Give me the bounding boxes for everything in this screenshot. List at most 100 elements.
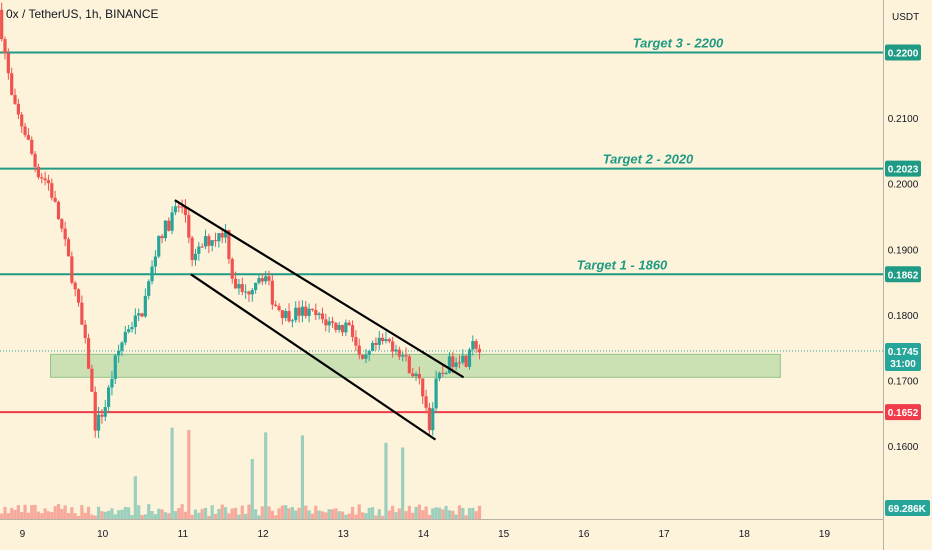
bar-countdown: 31:00	[890, 359, 916, 370]
volume-bar	[0, 513, 4, 519]
candle-body	[270, 280, 274, 305]
volume-bar	[96, 506, 101, 519]
candle-body	[143, 295, 147, 317]
volume-bar	[110, 508, 114, 519]
volume-bar	[193, 509, 198, 519]
volume-bar	[274, 515, 278, 519]
volume-bar	[310, 513, 315, 519]
volume-bar	[284, 505, 288, 519]
price-badge-label: 0.2200	[888, 48, 919, 59]
volume-bar	[163, 512, 168, 519]
candle-body	[314, 309, 318, 316]
candle-body	[444, 372, 448, 374]
candle-body	[344, 322, 348, 333]
candle-body	[454, 362, 458, 367]
candle-body	[170, 212, 174, 231]
candle-body	[190, 237, 194, 261]
volume-bar	[26, 512, 31, 519]
volume-bar	[123, 506, 127, 519]
time-axis-ticks[interactable]: 9 10 11 12 13 14 15 16 17 18 19	[20, 529, 831, 540]
chart-title: 0x / TetherUS, 1h, BINANCE	[6, 7, 159, 21]
candle-body	[140, 313, 144, 317]
volume-bar	[334, 508, 338, 519]
volume-bars	[0, 427, 482, 519]
support-zone	[50, 353, 781, 378]
volume-bar	[177, 508, 181, 519]
volume-bar	[227, 513, 231, 519]
volume-bar	[203, 507, 208, 519]
candle-body	[130, 327, 134, 330]
candle-body	[213, 240, 218, 242]
volume-bar	[244, 513, 248, 519]
volume-bar	[474, 511, 478, 519]
volume-bar	[23, 504, 27, 519]
time-tick-label: 14	[418, 529, 430, 540]
price-badge	[885, 404, 921, 421]
candle-body	[307, 308, 311, 316]
candle-body	[93, 391, 97, 431]
candle-body	[324, 319, 328, 326]
candle-body	[360, 354, 365, 359]
time-tick-label: 15	[498, 529, 510, 540]
candle-body	[187, 215, 191, 238]
horizontal-lines	[0, 51, 883, 414]
candle-body	[260, 278, 264, 282]
candle-body	[173, 206, 178, 213]
candle-body	[250, 290, 254, 295]
volume-bar	[461, 507, 465, 519]
time-tick-label: 9	[20, 529, 26, 540]
candle-body	[381, 337, 385, 342]
candle-body	[354, 337, 358, 346]
volume-bar	[157, 508, 161, 519]
candle-body	[150, 266, 154, 282]
volume-bar	[337, 511, 341, 519]
last-price-value: 0.1745	[888, 347, 919, 358]
volume-bar	[381, 515, 385, 519]
volume-bar	[230, 508, 234, 519]
volume-bar	[100, 511, 104, 519]
volume-bar	[167, 513, 171, 519]
volume-bar	[213, 513, 218, 519]
volume-bar	[357, 504, 361, 519]
volume-bar	[76, 515, 81, 519]
volume-bar	[46, 511, 51, 519]
candle-body	[110, 378, 114, 388]
candle-body	[424, 396, 428, 408]
volume-bar	[314, 505, 318, 519]
candle-body	[310, 308, 315, 310]
volume-bar	[324, 512, 328, 519]
candle-body	[86, 338, 91, 369]
volume-bar	[401, 447, 405, 519]
candle-body	[233, 278, 238, 289]
volume-bar	[153, 514, 157, 519]
volume-bar	[340, 511, 345, 519]
candle-body	[394, 349, 398, 352]
candle-body	[357, 345, 361, 355]
candle-body	[290, 320, 294, 322]
volume-bar	[107, 510, 111, 519]
candle-body	[53, 197, 57, 202]
volume-bar	[80, 505, 84, 519]
candle-body	[90, 368, 94, 392]
candle-body	[431, 408, 435, 431]
volume-bar	[327, 509, 331, 519]
candle-body	[264, 276, 268, 282]
volume-bar	[417, 504, 421, 519]
volume-bar	[267, 506, 271, 519]
candle-body	[237, 284, 241, 289]
volume-bar	[43, 508, 47, 519]
candle-body	[244, 291, 248, 293]
volume-bar	[374, 515, 378, 519]
candle-body	[193, 253, 198, 261]
candle-body	[197, 246, 201, 254]
candle-body	[284, 311, 288, 319]
volume-bar	[113, 514, 117, 519]
candle-body	[96, 414, 101, 431]
candle-body	[370, 343, 375, 351]
price-axis-ticks[interactable]: 0.1600 0.1700 0.1800 0.1900 0.2000 0.2100	[888, 114, 919, 453]
volume-bar	[220, 504, 224, 519]
volume-bar	[133, 476, 137, 519]
candle-body	[417, 373, 421, 379]
candle-body	[153, 256, 157, 267]
